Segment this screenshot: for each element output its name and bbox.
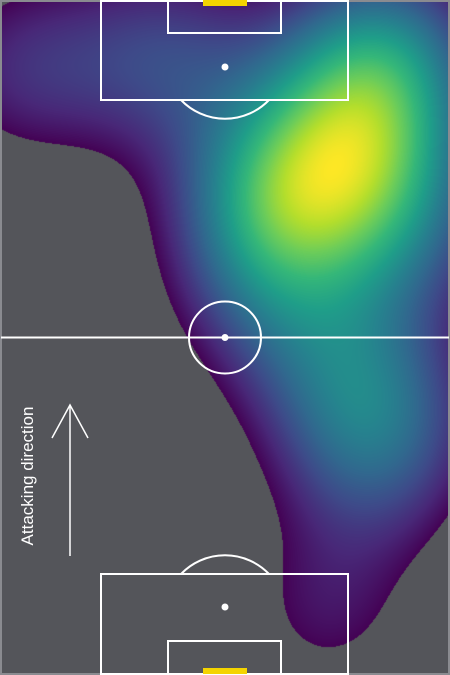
attacking-direction-arrow [51,403,89,556]
centre-spot [221,334,229,341]
penalty-arc-top [180,99,270,120]
centre-circle [188,300,262,375]
arrow-head [51,403,89,439]
penalty-spot-top [221,63,229,71]
goal-top [203,0,247,6]
attacking-direction-label: Attacking direction [18,407,37,546]
penalty-arc-bottom [180,554,270,575]
goal-bottom [203,668,247,674]
penalty-spot-bottom [221,603,229,611]
